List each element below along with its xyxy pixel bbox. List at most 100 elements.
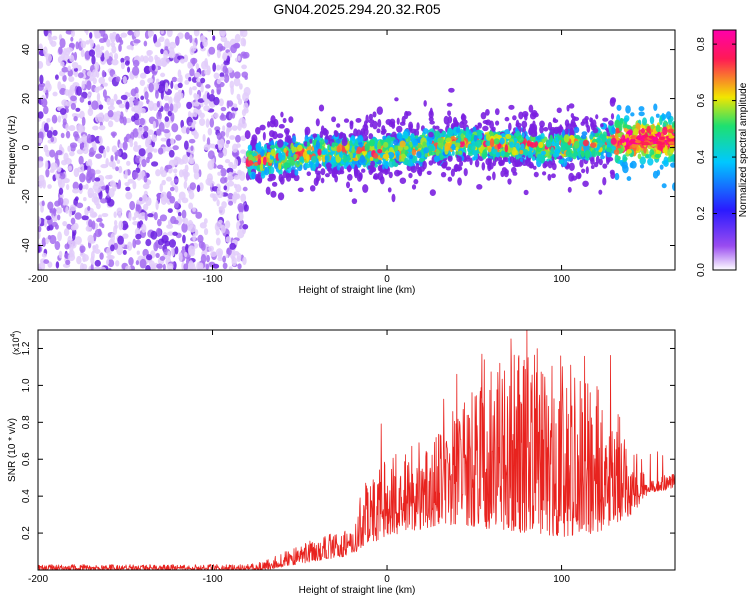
- signal-cell: [330, 155, 337, 165]
- noise-cell: [173, 178, 179, 183]
- noise-cell: [226, 167, 234, 174]
- spectrogram-heatmap: [38, 30, 675, 270]
- noise-cell: [95, 203, 101, 210]
- noise-cell: [115, 33, 121, 43]
- signal-cell: [351, 198, 358, 205]
- signal-cell: [508, 104, 515, 110]
- y-tick-label: 0.6: [21, 452, 32, 466]
- noise-cell: [231, 164, 238, 170]
- noise-cell: [132, 171, 139, 179]
- noise-cell: [46, 130, 53, 139]
- noise-cell: [187, 245, 196, 255]
- signal-cell: [524, 113, 528, 121]
- noise-cell: [38, 137, 43, 144]
- noise-cell: [112, 132, 116, 138]
- signal-cell: [602, 117, 609, 122]
- colorbar-tick-label: 0.4: [696, 150, 707, 164]
- signal-cell: [440, 171, 447, 178]
- noise-cell: [236, 93, 241, 101]
- noise-cell: [160, 137, 167, 142]
- noise-cell: [218, 151, 224, 159]
- signal-cell: [606, 156, 614, 162]
- y-tick-label: 0.8: [21, 415, 32, 429]
- noise-cell: [61, 99, 68, 106]
- noise-cell: [218, 98, 224, 107]
- signal-cell: [470, 142, 476, 152]
- noise-cell: [67, 145, 71, 152]
- noise-cell: [70, 102, 77, 110]
- noise-cell: [138, 148, 146, 157]
- spectrogram-y-ticks: -40 -20 0 20 40: [21, 44, 675, 253]
- noise-cell: [135, 260, 140, 266]
- signal-cell: [278, 151, 283, 161]
- noise-cell: [216, 132, 222, 141]
- signal-cell: [341, 137, 348, 146]
- noise-cell: [183, 180, 188, 189]
- noise-cell: [91, 220, 96, 230]
- noise-cell: [118, 143, 123, 149]
- chart-title: GN04.2025.294.20.32.R05: [273, 1, 441, 17]
- signal-cell: [315, 118, 320, 127]
- noise-cell: [139, 79, 146, 86]
- signal-cell: [283, 148, 287, 153]
- noise-cell: [71, 61, 79, 69]
- noise-cell: [231, 255, 235, 262]
- signal-cell: [277, 139, 284, 148]
- noise-cell: [219, 114, 227, 121]
- noise-cell: [41, 200, 45, 207]
- signal-cell: [662, 122, 667, 128]
- signal-cell: [547, 121, 553, 131]
- signal-cell: [532, 165, 537, 170]
- signal-cell: [304, 163, 311, 169]
- noise-cell: [38, 180, 44, 189]
- signal-cell: [361, 168, 366, 173]
- signal-cell: [388, 171, 393, 179]
- noise-cell: [160, 169, 167, 178]
- signal-cell: [600, 155, 605, 160]
- noise-cell: [98, 125, 106, 131]
- signal-cell: [391, 193, 396, 203]
- noise-cell: [76, 202, 84, 209]
- noise-cell: [136, 250, 140, 255]
- noise-cell: [147, 213, 154, 218]
- noise-cell: [100, 198, 107, 204]
- noise-cell: [47, 32, 52, 41]
- signal-cell: [368, 139, 375, 147]
- noise-cell: [116, 183, 120, 190]
- noise-cell: [131, 66, 140, 76]
- signal-cell: [650, 124, 655, 130]
- signal-cell: [656, 141, 663, 145]
- noise-cell: [86, 133, 92, 144]
- signal-cell: [446, 102, 453, 107]
- signal-cell: [445, 137, 452, 142]
- noise-cell: [210, 251, 217, 258]
- noise-cell: [95, 53, 102, 58]
- signal-cell: [399, 177, 407, 185]
- signal-cell: [487, 146, 492, 153]
- signal-cell: [473, 134, 478, 142]
- signal-cell: [447, 155, 453, 162]
- colorbar-label: Normalized spectral amplitude: [738, 82, 749, 217]
- noise-cell: [98, 76, 106, 85]
- noise-cell: [100, 45, 105, 51]
- signal-cell: [551, 162, 557, 171]
- noise-cell: [202, 133, 206, 142]
- noise-cell: [206, 254, 210, 263]
- signal-cell: [427, 145, 434, 150]
- noise-cell: [108, 161, 115, 168]
- signal-cell: [670, 148, 674, 154]
- signal-cell: [251, 156, 256, 162]
- signal-cell: [290, 169, 296, 178]
- signal-cell: [293, 154, 297, 160]
- signal-cell: [441, 162, 447, 169]
- signal-cell: [304, 126, 311, 136]
- signal-cell: [547, 160, 553, 169]
- noise-cell: [164, 116, 170, 122]
- noise-cell: [199, 222, 207, 229]
- signal-cell: [441, 130, 446, 135]
- noise-cell: [115, 260, 120, 267]
- noise-cell: [43, 122, 49, 133]
- y-tick-label: -40: [21, 238, 32, 253]
- noise-cell: [122, 141, 128, 151]
- noise-cell: [215, 64, 221, 71]
